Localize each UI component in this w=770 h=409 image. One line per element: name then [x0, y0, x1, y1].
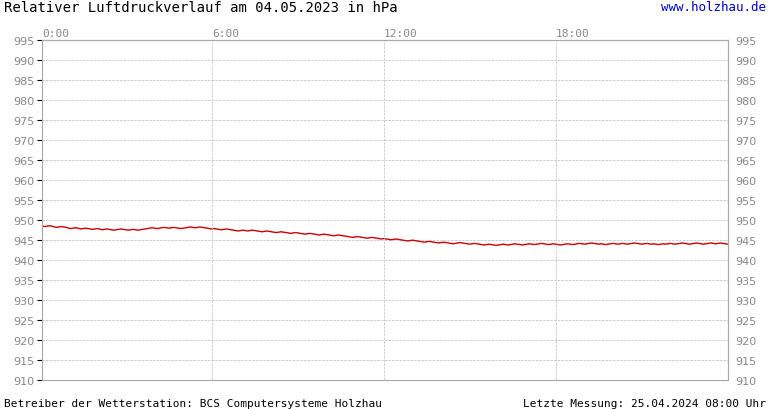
Text: 0:00: 0:00 — [42, 29, 69, 39]
Text: Betreiber der Wetterstation: BCS Computersysteme Holzhau: Betreiber der Wetterstation: BCS Compute… — [4, 398, 382, 408]
Text: 12:00: 12:00 — [383, 29, 417, 39]
Text: www.holzhau.de: www.holzhau.de — [661, 1, 766, 14]
Text: Relativer Luftdruckverlauf am 04.05.2023 in hPa: Relativer Luftdruckverlauf am 04.05.2023… — [4, 1, 397, 15]
Text: 6:00: 6:00 — [212, 29, 239, 39]
Text: 18:00: 18:00 — [556, 29, 590, 39]
Text: Letzte Messung: 25.04.2024 08:00 Uhr: Letzte Messung: 25.04.2024 08:00 Uhr — [523, 398, 766, 408]
